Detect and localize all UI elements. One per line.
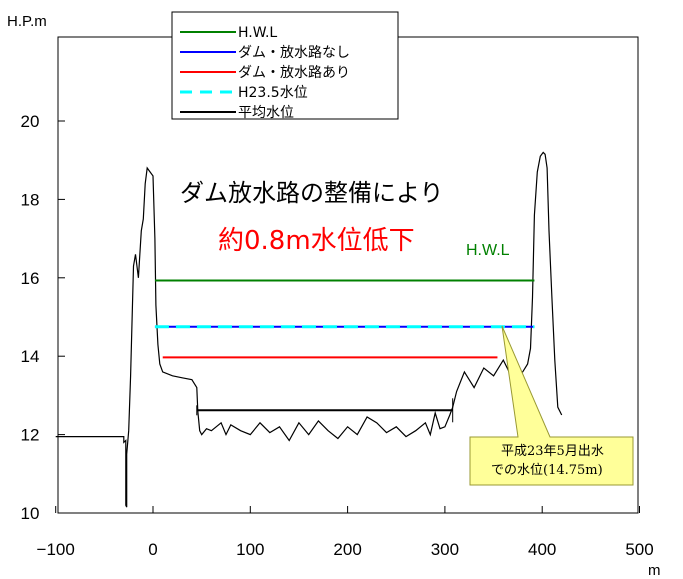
water-level-lines <box>155 281 534 423</box>
y-axis-unit: H.P.m <box>7 13 47 30</box>
hwl-label: H.W.L <box>466 242 510 259</box>
y-tick-label: 12 <box>21 426 40 445</box>
y-tick-label: 18 <box>21 190 40 209</box>
x-tick-label: 0 <box>148 540 157 559</box>
legend-label: H.W.L <box>238 25 277 41</box>
x-tick-label: 400 <box>528 540 556 559</box>
y-tick-label: 14 <box>21 347 40 366</box>
y-tick-label: 20 <box>21 112 40 131</box>
callout-line-1: 平成23年5月出水 <box>501 444 604 459</box>
x-tick-label: 500 <box>625 540 653 559</box>
callout-shape <box>470 326 633 485</box>
x-axis-ticks: −100 0 100 200 300 400 500 <box>37 506 654 559</box>
x-axis-unit: m <box>648 562 661 579</box>
x-tick-label: 100 <box>236 540 264 559</box>
legend-label: ダム・放水路なし <box>238 45 350 61</box>
x-tick-label: 200 <box>333 540 361 559</box>
y-tick-label: 16 <box>21 269 40 288</box>
legend-label: 平均水位 <box>238 105 294 121</box>
annotation-result-text: 約0.8m水位低下 <box>218 226 415 256</box>
callout-line-2: での水位(14.75m) <box>491 463 603 478</box>
callout-box: 平成23年5月出水 での水位(14.75m) <box>470 326 633 485</box>
legend-label: H23.5水位 <box>238 85 308 101</box>
x-tick-label: −100 <box>37 540 75 559</box>
annotation-main-text: ダム放水路の整備により <box>180 179 444 207</box>
legend-label: ダム・放水路あり <box>238 65 350 81</box>
x-tick-label: 300 <box>431 540 459 559</box>
y-tick-label: 10 <box>21 504 40 523</box>
